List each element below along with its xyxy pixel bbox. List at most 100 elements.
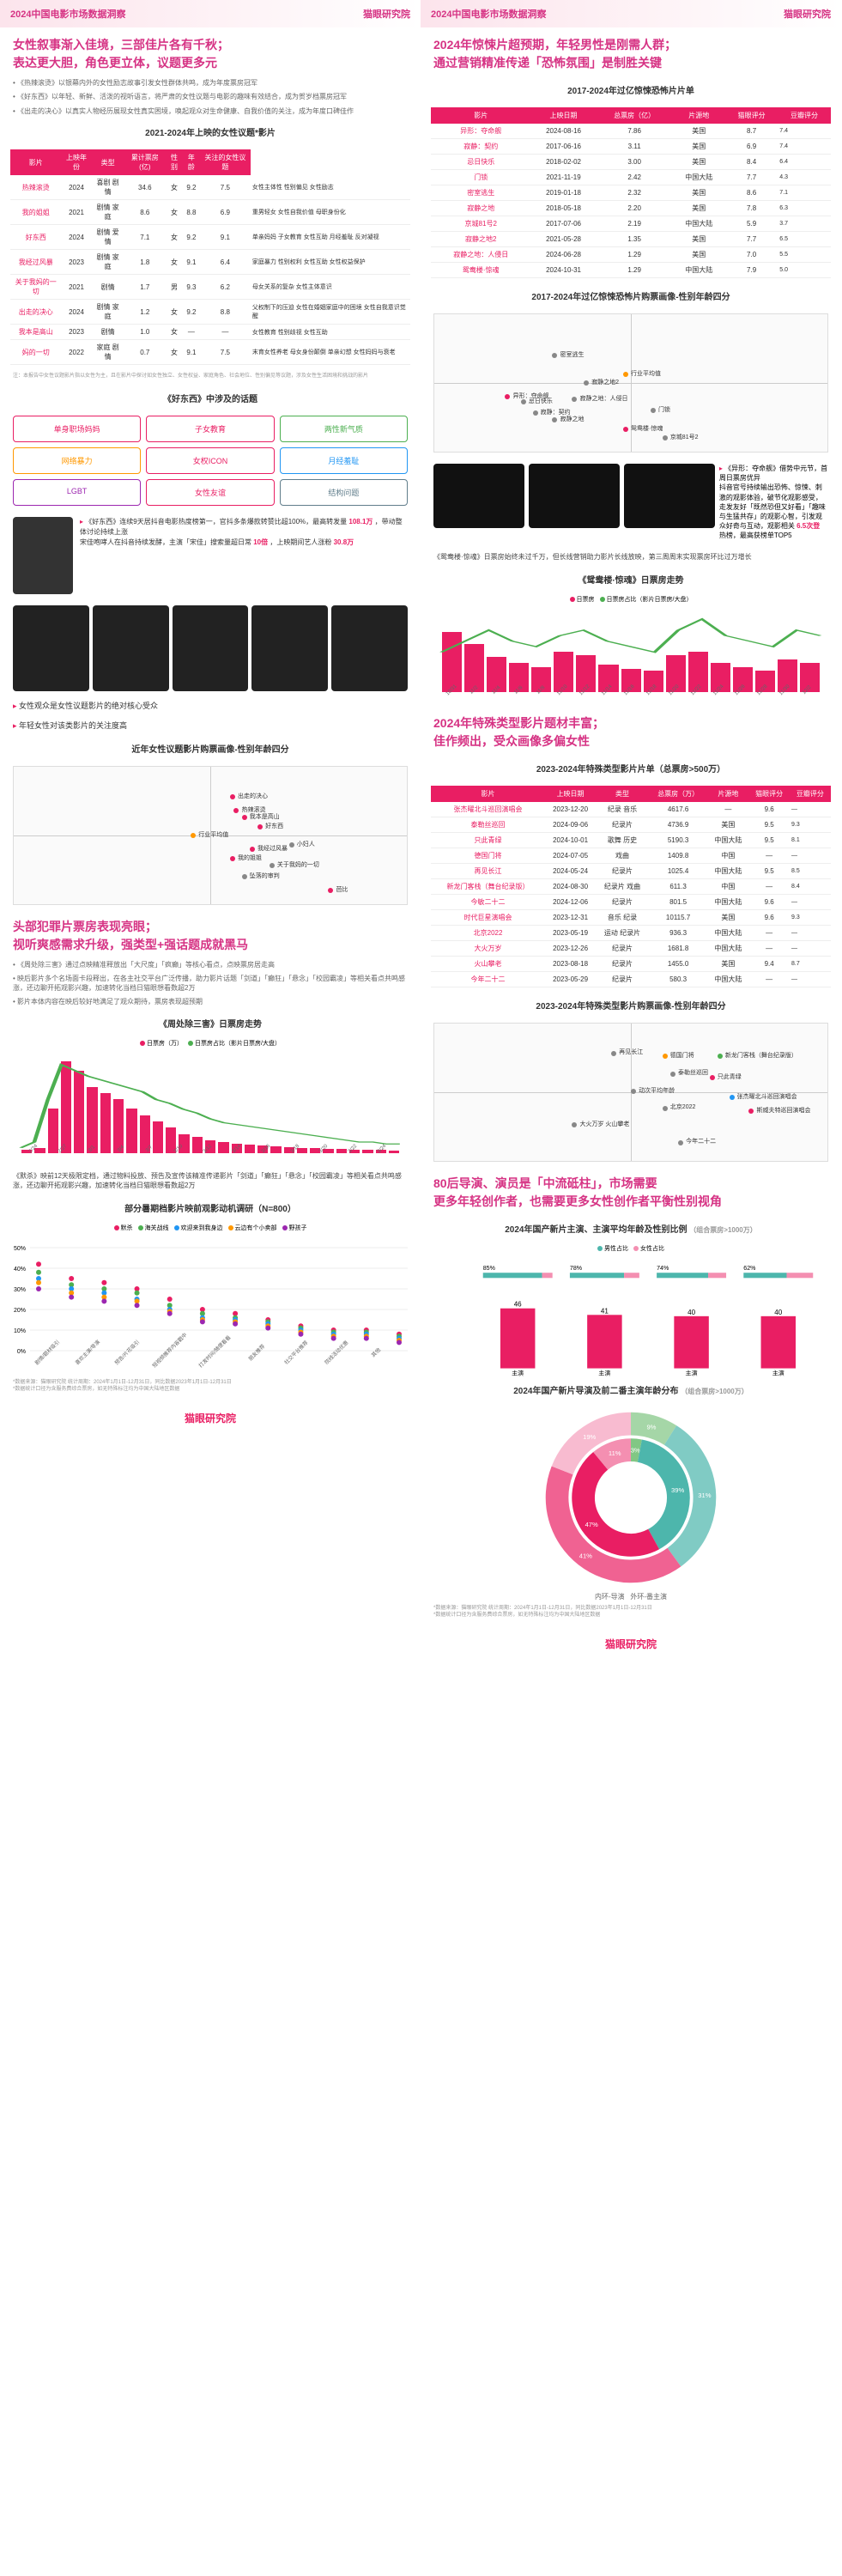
scatter-label: 再见长江 [619,1048,643,1056]
scatter-label: 出走的决心 [238,792,268,800]
td: — [748,925,790,940]
td: 中国大陆 [708,940,749,956]
donut-labels: 内环-导演 外环-番主演 [421,1592,841,1601]
td: 7.86 [597,124,673,139]
td: 火山攀老 [431,956,545,971]
th: 年龄 [183,149,200,175]
right-column: 2024中国电影市场数据洞察 猫眼研究院 2024年惊悚片超预期，年轻男性是刚需… [421,0,841,1664]
main-container: 2024中国电影市场数据洞察 猫眼研究院 女性叙事渐入佳境，三部佳片各有千秋； … [0,0,842,1664]
table3-title: 2023-2024年特殊类型影片片单（总票房>500万） [421,755,841,781]
horror-thumb [529,464,620,528]
td: 男 [166,275,183,300]
td: 1.29 [597,247,673,263]
survey-box: 0%10%20%30%40%50% 剧情/题材吸引喜欢主演/导演预告/片花吸引短… [13,1239,408,1371]
td: — [790,802,831,817]
scatter-label: 关于我妈的一切 [277,860,319,869]
td: 2023-12-20 [545,802,597,817]
td: — [748,878,790,894]
td: 6.5 [778,232,830,247]
svg-text:主演: 主演 [686,1369,698,1376]
svg-text:主演: 主演 [772,1369,784,1376]
table-row: 门锁2021-11-192.42中国大陆7.74.3 [431,170,831,185]
th: 片源地 [708,786,749,802]
td: 2024-09-06 [545,817,597,832]
td: 父权制下的压迫 女性在婚姻家庭中的困境 女性自我意识觉醒 [251,300,410,325]
scatter-dot [663,435,668,440]
td: 剧情 [92,275,124,300]
table3: 影片上映日期类型总票房（万）片源地猫眼评分豆瓣评分 张杰曜北斗巡回演唱会2023… [431,786,831,987]
scatter-dot [191,833,196,838]
table-row: 鸳鸯楼·惊魂2024-10-311.29中国大陆7.95.0 [431,263,831,278]
td: 7.9 [725,263,778,278]
table2-title: 2017-2024年过亿惊悚恐怖片片单 [421,76,841,103]
scatter-label: 张杰曜北斗巡回演唱会 [737,1092,797,1101]
td: 8.4 [790,878,831,894]
scatter-label: 好东西 [265,822,283,830]
td: 女性主体性 性别偏见 女性励志 [251,175,410,200]
svg-text:39%: 39% [671,1487,684,1495]
topic-item: 月经羞耻 [280,447,408,474]
scatter-dot [663,1106,668,1111]
td: — [790,925,831,940]
svg-text:10%: 10% [14,1328,26,1334]
td: 美国 [673,201,725,216]
td: 9.3 [790,909,831,925]
td: 2021-11-19 [530,170,597,185]
topic-item: 女性友谊 [146,479,274,506]
scatter-label: 德国门将 [670,1051,694,1060]
td: — [748,848,790,863]
scatter-dot [748,1109,754,1114]
th: 影片 [10,149,61,175]
th: 影片 [431,107,530,124]
scatter-dot [663,1054,668,1059]
td: 女 [166,175,183,200]
td: 6.4 [778,155,830,170]
barchart-legend: 日票房（万） 日票房占比（影片日票房/大盘） [0,1036,421,1050]
td: 女 [166,225,183,250]
td: 1.7 [124,275,166,300]
td: 美国 [673,139,725,155]
scatter1-bullet1: 女性观众是女性议题影片的绝对核心受众 [0,696,421,715]
scatter2-box: ≥25岁 ≥25岁 <25男 <25女 密室逃生行业平均值寂静之地2异形：夺命舰… [433,313,828,453]
th: 累计票房(亿) [124,149,166,175]
table-row: 京城81号22017-07-062.19中国大陆5.93.7 [431,216,831,232]
td: 寂静：契约 [431,139,530,155]
murmur-text: 《默杀》映前12天极限定档，通过物料投放、预告及宣传该精准传递影片「剑道」「癫狂… [0,1167,421,1194]
td: 9.3 [183,275,200,300]
td: 寂静之地 [431,201,530,216]
svg-text:9%: 9% [646,1424,656,1431]
scatter-dot [584,380,589,386]
td: 大火万岁 [431,940,545,956]
svg-text:40: 40 [775,1308,783,1315]
scatter1-bullet2: 年轻女性对该类影片的关注度高 [0,715,421,735]
th: 类型 [92,149,124,175]
th: 影片 [431,786,545,802]
scatter-label: 京城81号2 [670,433,699,441]
td: 2024-06-28 [530,247,597,263]
td: 2024 [61,175,92,200]
th: 总票房（万） [649,786,708,802]
section2-bullets: • 《周处除三害》通过点映精准释放出「大尺度」「疯癫」等核心看点，点映票房居走高… [0,958,421,1010]
horror-thumb [433,464,524,528]
td: 1025.4 [649,863,708,878]
scatter-dot [230,794,235,799]
scatter-dot [289,842,294,848]
td: 9.5 [748,863,790,878]
table1: 影片上映年份类型累计票房(亿)性别年龄关注的女性议题 热辣滚烫2024喜剧 剧情… [10,149,410,365]
td: 8.6 [124,200,166,225]
td: 936.3 [649,925,708,940]
scatter3-plot: 再见长江德国门将新龙门客栈（舞台纪录版）泰勒丝巡回只此青绿动次平均年龄张杰曜北斗… [434,1024,827,1161]
section1-title: 女性叙事渐入佳境，三部佳片各有千秋； 表达更大胆，角色更立体，议题更多元 [0,27,421,76]
td: 纪录片 [596,894,648,909]
svg-text:20%: 20% [14,1308,26,1314]
td: 5.9 [725,216,778,232]
scatter-dot [710,1075,715,1080]
topic-item: 结构问题 [280,479,408,506]
td: 2017-07-06 [530,216,597,232]
td: 热辣滚烫 [10,175,61,200]
r-section3-title: 80后导演、演员是「中流砥柱」，市场需要 更多年轻创作者，也需要更多女性创作者平… [421,1166,841,1215]
th: 片源地 [673,107,725,124]
table-row: 新龙门客栈（舞台纪录版）2024-08-30纪录片 戏曲611.3中国—8.4 [431,878,831,894]
td: 7.5 [200,340,251,365]
td: 音乐 纪录 [596,909,648,925]
